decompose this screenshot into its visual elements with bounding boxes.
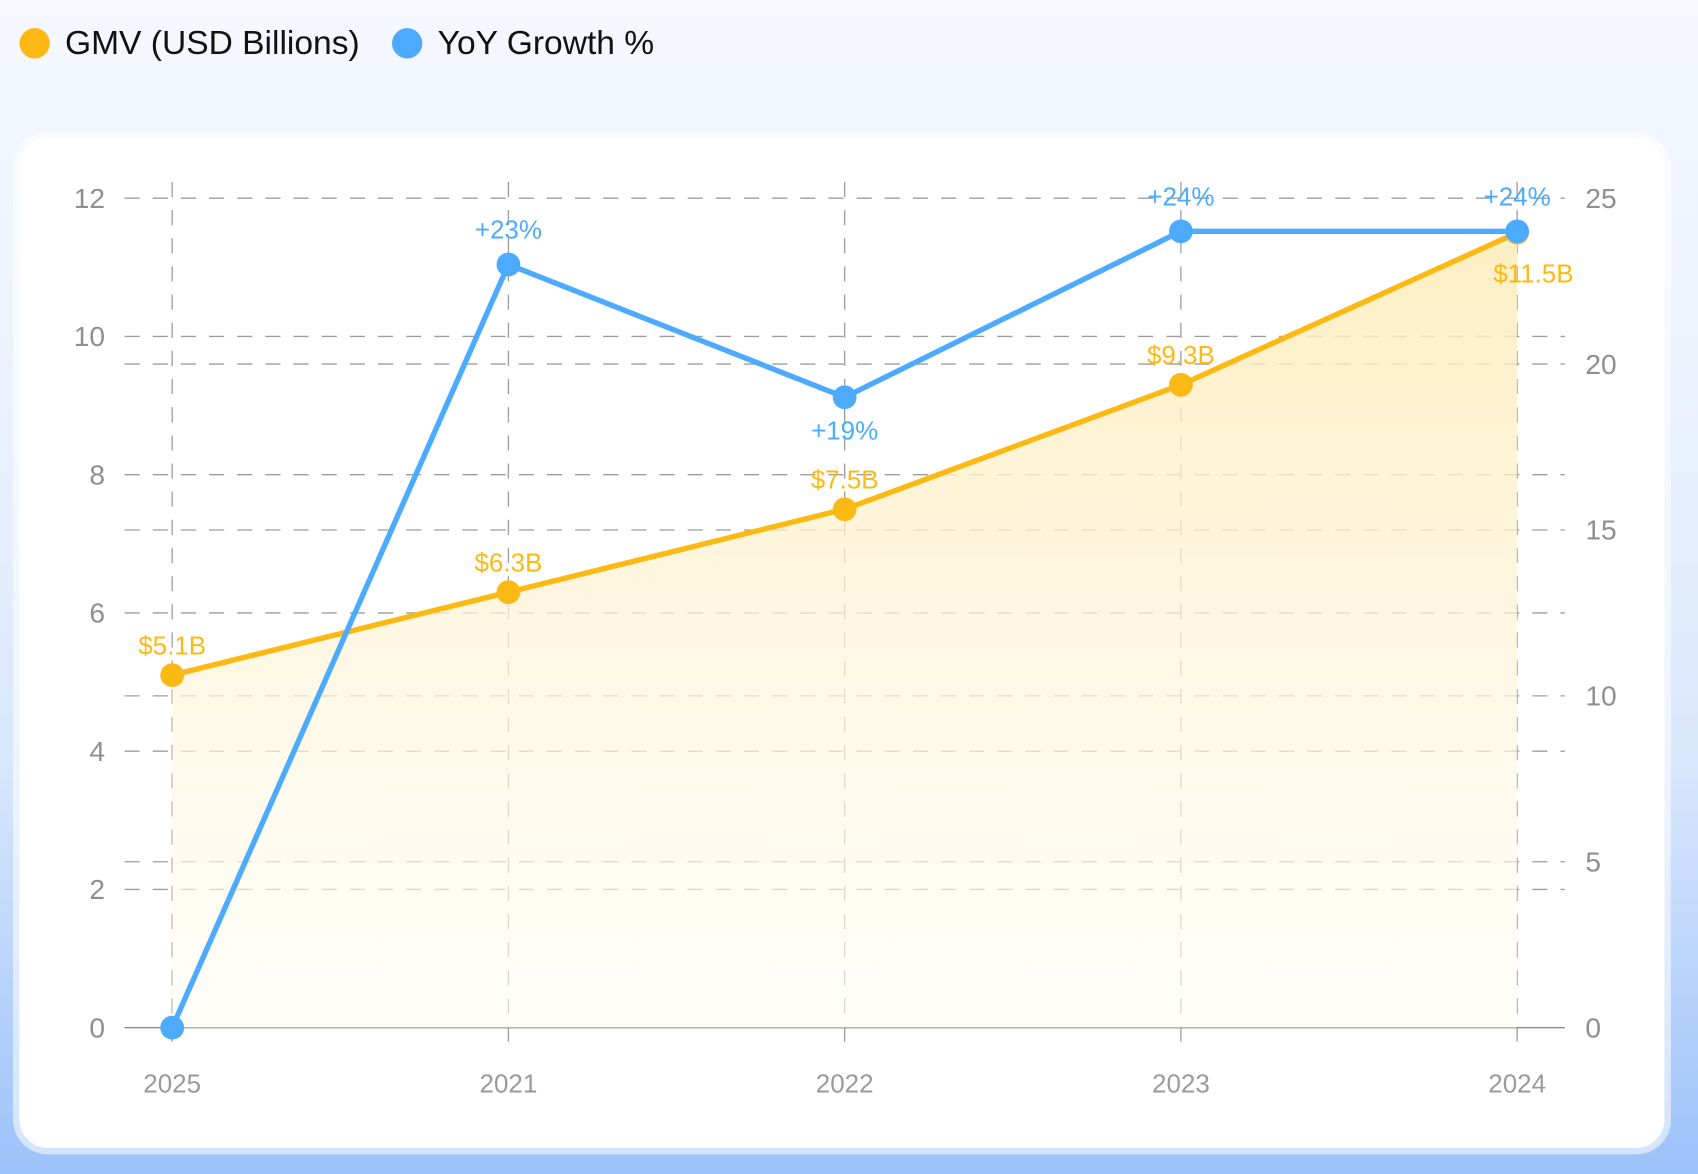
y-right-tick-label: 10 (1585, 681, 1616, 712)
gmv-data-label: $9.3B (1147, 340, 1215, 370)
yoy-point (160, 1015, 185, 1040)
yoy-data-label: +19% (811, 415, 878, 445)
gmv-data-label: $5.1B (138, 631, 206, 661)
legend-label-gmv: GMV (USD Billions) (64, 23, 360, 62)
yoy-point (1168, 219, 1193, 244)
y-left-tick-label: 6 (89, 598, 105, 629)
x-tick-label: 2022 (816, 1069, 874, 1099)
legend-item-gmv[interactable]: GMV (USD Billions) (19, 23, 360, 63)
y-left-tick-label: 12 (74, 183, 105, 214)
gmv-data-label: $6.3B (474, 548, 542, 578)
legend-label-yoy: YoY Growth % (437, 23, 655, 62)
gmv-data-label: $7.5B (811, 465, 879, 495)
x-tick-label: 2023 (1152, 1069, 1210, 1099)
x-tick-label: 2021 (480, 1069, 538, 1099)
y-left-tick-label: 4 (89, 736, 105, 767)
legend-swatch-yoy (392, 28, 423, 59)
gmv-area (172, 232, 1518, 1028)
legend-item-yoy[interactable]: YoY Growth % (392, 24, 654, 63)
x-tick-label: 2024 (1488, 1069, 1546, 1099)
yoy-point (496, 252, 521, 277)
gmv-point (832, 497, 857, 522)
y-right-tick-label: 5 (1585, 847, 1601, 878)
gmv-point (1168, 372, 1193, 397)
yoy-data-label: +23% (475, 215, 542, 245)
yoy-data-label: +24% (1147, 181, 1214, 211)
gmv-data-label: $11.5B (1493, 259, 1573, 289)
yoy-point (832, 385, 857, 410)
gmv-point (160, 663, 185, 688)
y-left-tick-label: 8 (89, 459, 105, 490)
legend-swatch-gmv (19, 28, 50, 59)
yoy-data-label: +24% (1484, 181, 1551, 211)
y-left-tick-label: 2 (89, 874, 105, 905)
y-right-tick-label: 15 (1585, 515, 1616, 546)
gmv-point (496, 580, 521, 605)
legend: GMV (USD Billions) YoY Growth % (19, 24, 675, 63)
y-left-tick-label: 0 (89, 1012, 105, 1043)
y-right-tick-label: 0 (1585, 1012, 1601, 1043)
x-tick-label: 2025 (143, 1069, 201, 1099)
y-right-tick-label: 20 (1585, 349, 1616, 380)
y-right-tick-label: 25 (1585, 183, 1616, 214)
y-left-tick-label: 10 (74, 321, 105, 352)
yoy-point (1505, 219, 1530, 244)
